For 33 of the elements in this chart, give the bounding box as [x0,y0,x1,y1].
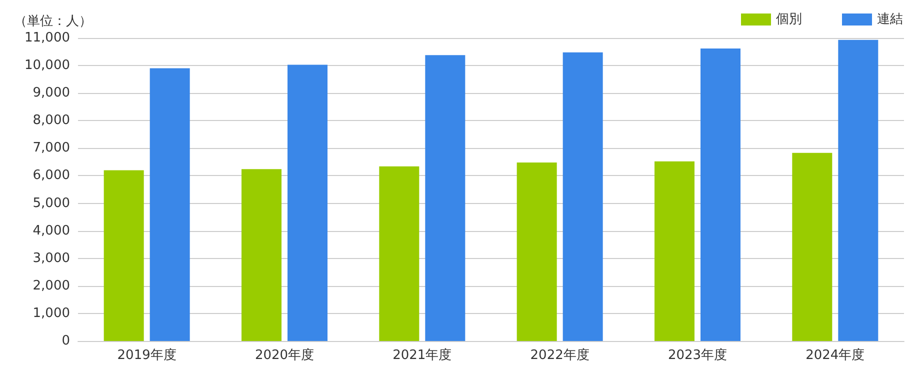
legend-label: 連結 [877,12,903,27]
y-tick-label: 6,000 [32,168,70,184]
bar [379,166,420,341]
legend-label: 個別 [776,12,802,27]
bar [654,161,694,341]
bar [562,52,603,341]
bar [288,64,328,341]
y-tick-label: 2,000 [32,278,70,294]
x-tick-label: 2024年度 [806,347,865,363]
x-tick-label: 2019年度 [117,347,176,363]
y-tick-label: 1,000 [32,306,70,321]
x-tick-label: 2021年度 [392,347,452,363]
bar [516,162,557,341]
y-tick-label: 8,000 [32,113,70,128]
bar [792,152,832,341]
bar [104,170,144,341]
y-tick-label: 10,000 [24,58,70,74]
y-axis-title: （単位：人） [14,14,92,29]
x-tick-label: 2020年度 [254,347,314,363]
bar [838,40,878,341]
y-tick-label: 11,000 [24,30,70,46]
bar [425,55,466,341]
y-tick-label: 7,000 [32,140,70,156]
y-tick-label: 5,000 [32,196,70,211]
x-tick-label: 2023年度 [668,347,728,363]
x-tick-label: 2022年度 [530,347,590,363]
y-tick-label: 0 [62,334,70,348]
bar [150,68,190,341]
bar [242,169,282,341]
y-tick-label: 3,000 [32,250,70,266]
bar [700,48,740,341]
y-tick-label: 4,000 [32,223,70,238]
y-tick-label: 9,000 [32,86,70,101]
